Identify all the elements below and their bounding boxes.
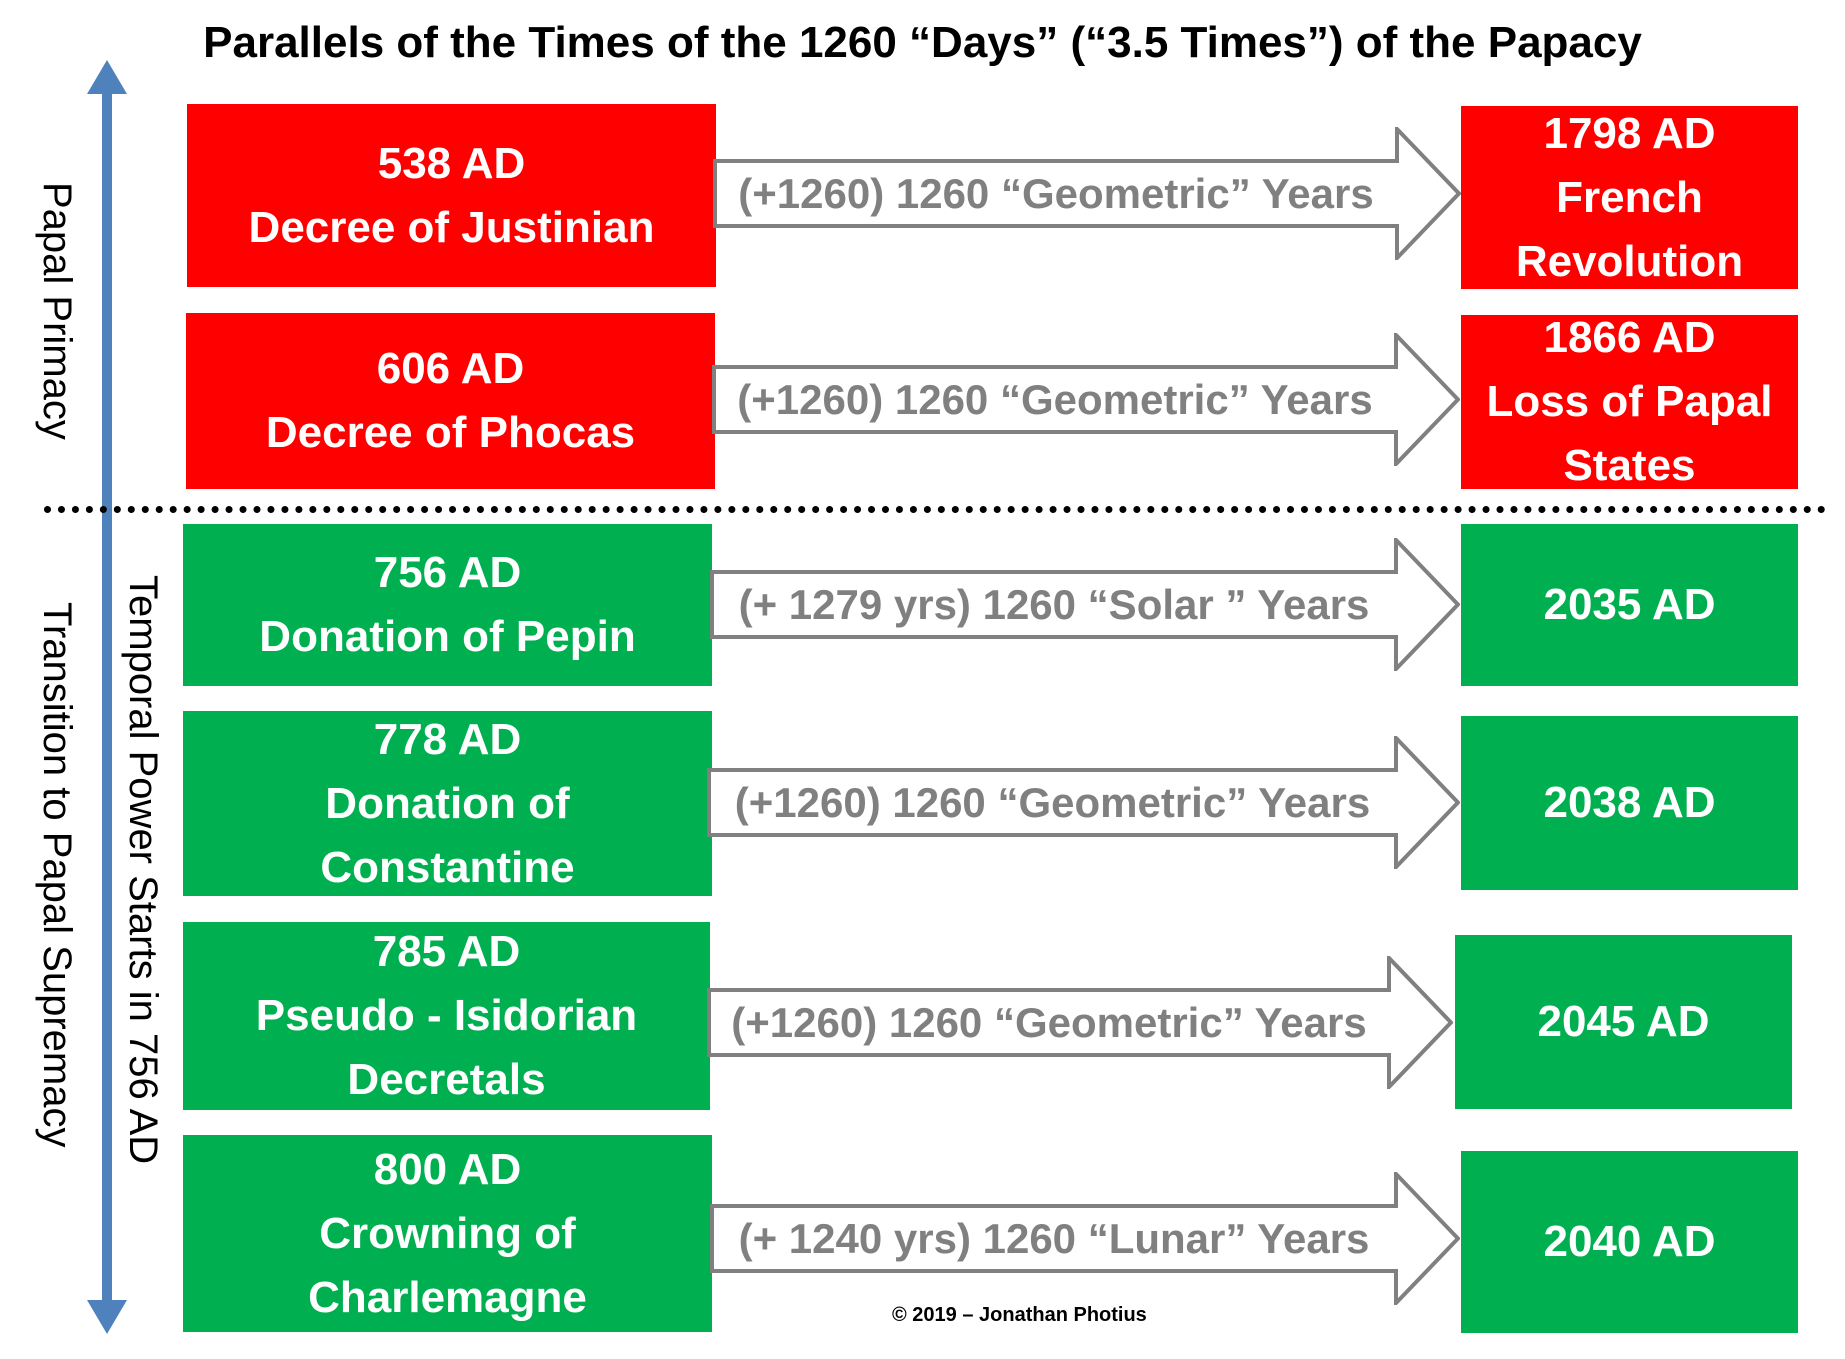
start-event-line2: Decretals [347, 1055, 546, 1104]
end-event-line2: States [1563, 441, 1696, 490]
timeline-axis-arrow [87, 60, 127, 1334]
duration-arrow-row4: (+1260) 1260 “Geometric” Years [707, 736, 1460, 869]
start-box-778: 778 AD Donation of Constantine [183, 711, 712, 896]
end-date: 1798 AD [1543, 108, 1716, 158]
end-box-2045: 2045 AD [1455, 935, 1792, 1109]
start-event: Decree of Justinian [248, 202, 655, 252]
duration-label: (+ 1279 yrs) 1260 “Solar ” Years [738, 580, 1370, 628]
start-box-538: 538 AD Decree of Justinian [187, 104, 716, 287]
start-box-785: 785 AD Pseudo - Isidorian Decretals [183, 922, 710, 1110]
duration-arrow-row6: (+ 1240 yrs) 1260 “Lunar” Years [710, 1172, 1460, 1305]
end-date: 2038 AD [1543, 778, 1716, 827]
start-date: 778 AD [373, 714, 522, 764]
start-box-606: 606 AD Decree of Phocas [186, 313, 715, 489]
start-event-line1: Donation of [325, 778, 570, 828]
copyright-notice: © 2019 – Jonathan Photius [892, 1304, 1147, 1326]
end-box-2040: 2040 AD [1461, 1151, 1798, 1333]
start-event-line1: Pseudo - Isidorian [255, 991, 638, 1040]
label-transition: Transition to Papal Supremacy [35, 602, 79, 1148]
duration-arrow-row3: (+ 1279 yrs) 1260 “Solar ” Years [710, 538, 1460, 671]
start-box-756: 756 AD Donation of Pepin [183, 524, 712, 686]
end-date: 2045 AD [1537, 997, 1710, 1046]
end-date: 1866 AD [1543, 313, 1716, 362]
duration-label: (+1260) 1260 “Geometric” Years [734, 778, 1371, 826]
diagram-title: Parallels of the Times of the 1260 “Days… [203, 18, 1642, 67]
end-box-1798: 1798 AD French Revolution [1461, 106, 1798, 289]
start-date: 756 AD [373, 548, 522, 597]
start-event: Decree of Phocas [265, 408, 636, 457]
start-event-line1: Crowning of [319, 1208, 576, 1258]
start-event: Donation of Pepin [259, 612, 636, 661]
end-date: 2035 AD [1543, 580, 1716, 629]
start-date: 785 AD [372, 927, 521, 976]
end-box-2038: 2038 AD [1461, 716, 1798, 890]
end-event-line1: Loss of Papal [1486, 377, 1773, 426]
start-event-line2: Charlemagne [308, 1272, 587, 1322]
duration-arrow-row2: (+1260) 1260 “Geometric” Years [712, 333, 1460, 466]
start-date: 606 AD [376, 344, 525, 393]
start-box-800: 800 AD Crowning of Charlemagne [183, 1135, 712, 1332]
end-event-line1: French [1556, 172, 1703, 222]
duration-label: (+ 1240 yrs) 1260 “Lunar” Years [738, 1214, 1370, 1262]
label-papal-primacy: Papal Primacy [35, 182, 79, 440]
end-box-2035: 2035 AD [1461, 524, 1798, 686]
duration-label: (+1260) 1260 “Geometric” Years [738, 169, 1374, 217]
end-date: 2040 AD [1543, 1217, 1716, 1266]
start-event-line2: Constantine [320, 842, 575, 892]
start-date: 800 AD [373, 1144, 522, 1194]
start-date: 538 AD [377, 138, 526, 188]
end-event-line2: Revolution [1515, 236, 1744, 286]
era-divider [44, 506, 1826, 513]
end-box-1866: 1866 AD Loss of Papal States [1461, 313, 1798, 490]
duration-label: (+1260) 1260 “Geometric” Years [737, 375, 1373, 423]
duration-arrow-row1: (+1260) 1260 “Geometric” Years [713, 127, 1461, 260]
duration-arrow-row5: (+1260) 1260 “Geometric” Years [707, 956, 1453, 1089]
label-temporal-power: Temporal Power Starts in 756 AD [121, 575, 165, 1165]
duration-label: (+1260) 1260 “Geometric” Years [731, 998, 1367, 1046]
